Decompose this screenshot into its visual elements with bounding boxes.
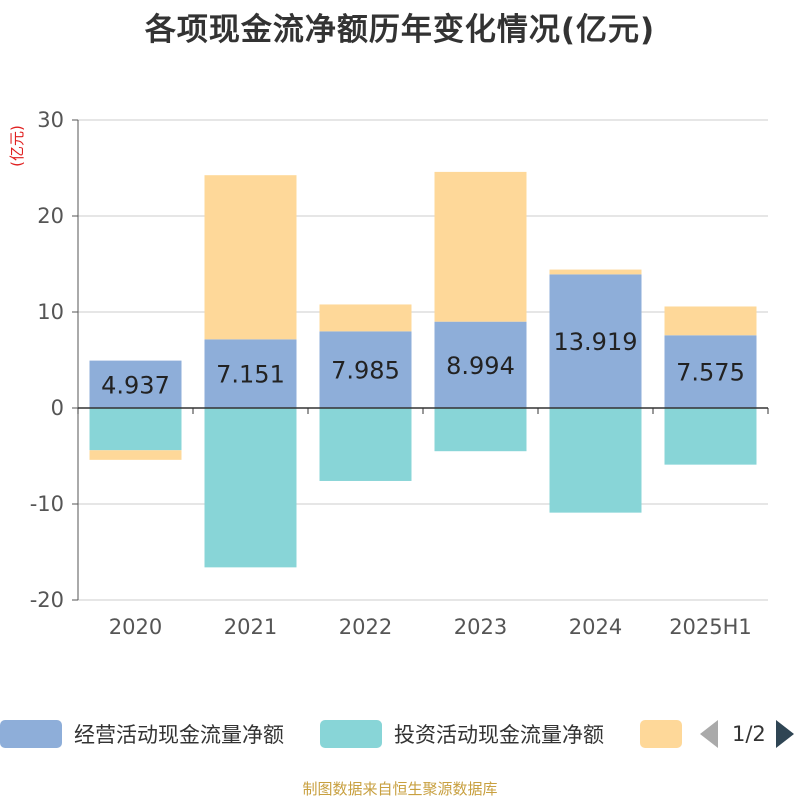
x-tick-label: 2024 <box>569 615 622 639</box>
bar-investing-2020 <box>89 408 182 451</box>
legend: 经营活动现金流量净额 投资活动现金流量净额 1/2 <box>0 716 800 756</box>
bar-financing-2023 <box>434 171 527 322</box>
x-tick-label: 2023 <box>454 615 507 639</box>
x-tick-label: 2020 <box>109 615 162 639</box>
chart-title: 各项现金流净额历年变化情况(亿元) <box>144 12 656 48</box>
bar-investing-2022 <box>319 408 412 481</box>
pager-prev-icon[interactable] <box>700 720 718 748</box>
source-note: 制图数据来自恒生聚源数据库 <box>302 780 498 798</box>
x-tick-label: 2021 <box>224 615 277 639</box>
bar-financing-2024 <box>549 269 642 275</box>
legend-swatch-operating <box>0 720 62 748</box>
bar-operating-2021 <box>204 339 297 408</box>
data-label: 4.937 <box>101 371 170 399</box>
data-label: 7.575 <box>676 359 745 387</box>
y-axis-label: (亿元) <box>8 125 26 167</box>
legend-swatch-third <box>640 720 682 748</box>
legend-label-operating: 经营活动现金流量净额 <box>74 723 284 747</box>
pager-text: 1/2 <box>732 722 766 746</box>
legend-pager: 1/2 <box>700 716 794 752</box>
bar-operating-2023 <box>434 321 527 408</box>
bar-operating-2022 <box>319 331 412 408</box>
bar-operating-2025H1 <box>664 335 757 408</box>
bar-investing-2021 <box>204 408 297 568</box>
x-tick-label: 2022 <box>339 615 392 639</box>
bar-investing-2025H1 <box>664 408 757 465</box>
legend-item-third[interactable] <box>640 716 694 752</box>
y-tick-label: -20 <box>30 588 64 612</box>
legend-item-operating[interactable]: 经营活动现金流量净额 <box>0 716 284 752</box>
bar-financing-2020 <box>89 450 182 460</box>
y-tick-label: 20 <box>37 204 64 228</box>
data-label: 8.994 <box>446 352 515 380</box>
data-label: 13.919 <box>554 328 638 356</box>
legend-item-investing[interactable]: 投资活动现金流量净额 <box>320 716 604 752</box>
bar-operating-2024 <box>549 274 642 408</box>
y-tick-label: 0 <box>51 396 64 420</box>
bar-financing-2025H1 <box>664 306 757 336</box>
x-tick-label: 2025H1 <box>669 615 752 639</box>
data-label: 7.151 <box>216 361 285 389</box>
bar-operating-2020 <box>89 360 182 408</box>
bar-financing-2022 <box>319 304 412 332</box>
bar-investing-2023 <box>434 408 527 452</box>
y-tick-label: -10 <box>30 492 64 516</box>
legend-label-investing: 投资活动现金流量净额 <box>394 723 604 747</box>
legend-swatch-investing <box>320 720 382 748</box>
pager-next-icon[interactable] <box>775 720 794 748</box>
bar-investing-2024 <box>549 408 642 513</box>
y-tick-label: 10 <box>37 300 64 324</box>
bar-financing-2021 <box>204 175 297 340</box>
y-tick-label: 30 <box>37 108 64 132</box>
data-label: 7.985 <box>331 357 400 385</box>
